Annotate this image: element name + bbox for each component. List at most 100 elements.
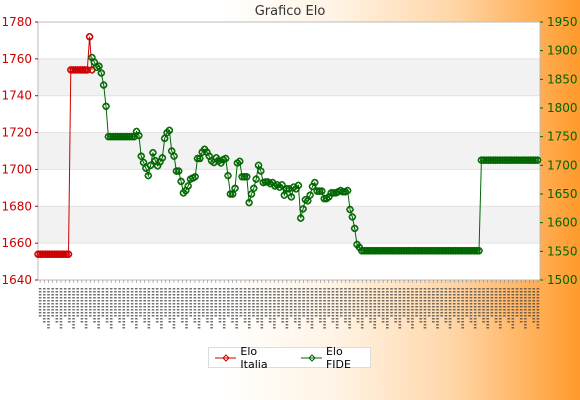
data-point-circle — [95, 62, 103, 70]
data-point-circle — [278, 181, 286, 189]
y-tick-label-right: 1750 — [547, 130, 578, 144]
data-point-circle — [315, 187, 324, 195]
data-point-circle — [170, 152, 178, 160]
data-point-circle — [64, 250, 73, 258]
legend-item-elo-italia: Elo Italia — [215, 345, 287, 371]
data-point-circle — [531, 156, 540, 164]
data-point-circle — [297, 214, 305, 222]
data-point-circle — [226, 190, 235, 198]
data-point-circle — [151, 157, 159, 165]
data-point-circle — [318, 187, 326, 195]
data-point-circle — [221, 154, 230, 163]
data-point-circle — [224, 171, 232, 180]
y-tick-label-right: 1850 — [547, 72, 578, 86]
data-point-circle — [282, 185, 291, 193]
data-point-circle — [236, 157, 244, 166]
data-point-circle — [350, 224, 359, 233]
data-point-circle — [85, 33, 94, 41]
y-tick-label-right: 1800 — [547, 101, 578, 115]
y-tick-label-left: 1760 — [1, 52, 32, 66]
data-point-circle — [343, 186, 352, 195]
data-point-circle — [346, 205, 354, 214]
data-point-circle — [175, 167, 183, 175]
y-tick-label-right: 1650 — [547, 187, 578, 201]
y-tick-label-left: 1780 — [1, 15, 32, 29]
data-point-circle — [348, 213, 357, 221]
y-tick-label-left: 1680 — [1, 199, 32, 213]
data-point-circle — [172, 167, 181, 175]
data-point-circle — [83, 66, 91, 74]
data-point-circle — [158, 154, 167, 162]
data-point-circle — [329, 189, 338, 197]
data-point-circle — [78, 66, 87, 74]
data-point-circle — [130, 132, 138, 141]
data-point-circle — [287, 193, 296, 201]
legend-swatch-elo-italia — [215, 353, 237, 362]
y-tick-label-left: 1720 — [1, 126, 32, 140]
y-tick-label-right: 1900 — [547, 44, 578, 58]
data-point-circle — [250, 184, 258, 192]
data-point-circle — [243, 173, 251, 181]
data-point-circle — [99, 81, 108, 89]
data-point-circle — [137, 152, 145, 160]
data-point-circle — [231, 184, 239, 192]
data-point-circle — [128, 132, 136, 141]
data-point-circle — [149, 149, 157, 157]
data-point-circle — [191, 173, 199, 181]
data-point-circle — [146, 161, 155, 170]
y-tick-label-right: 1950 — [547, 15, 578, 29]
data-point-circle — [339, 188, 347, 196]
data-point-circle — [90, 58, 98, 66]
data-point-circle — [97, 69, 106, 77]
legend-swatch-elo-fide — [300, 353, 322, 362]
data-point-circle — [60, 250, 68, 258]
y-tick-label-right: 1700 — [547, 158, 578, 172]
data-point-circle — [470, 247, 479, 255]
y-tick-label-right: 1500 — [547, 273, 578, 287]
plot-border — [37, 21, 541, 281]
data-point-circle — [245, 198, 253, 207]
data-point-circle — [529, 156, 537, 164]
data-point-circle — [144, 171, 152, 180]
data-point-circle — [62, 250, 70, 258]
data-point-circle — [184, 182, 192, 190]
data-point-circle — [306, 191, 314, 199]
data-point-circle — [196, 154, 204, 163]
y-tick-label-left: 1700 — [1, 162, 32, 176]
legend: Elo Italia Elo FIDE — [208, 344, 371, 371]
data-point-circle — [475, 247, 483, 255]
data-point-circle — [313, 187, 321, 195]
data-point-circle — [238, 173, 246, 181]
data-point-circle — [472, 247, 481, 255]
y-tick-label-left: 1660 — [1, 236, 32, 250]
data-point-circle — [257, 167, 265, 175]
chart-title: Grafico Elo — [254, 4, 326, 19]
data-point-circle — [327, 189, 335, 197]
legend-item-elo-fide: Elo FIDE — [300, 344, 370, 371]
data-point-circle — [240, 173, 249, 181]
y-tick-label-left: 1740 — [1, 89, 32, 103]
data-point-circle — [177, 177, 185, 186]
legend-label-elo-italia: Elo Italia — [240, 344, 268, 371]
data-point-circle — [193, 154, 202, 163]
data-point-circle — [311, 178, 319, 187]
data-point-circle — [168, 147, 176, 155]
legend-label-elo-fide: Elo FIDE — [325, 344, 351, 371]
data-point-circle — [88, 66, 96, 74]
data-point-circle — [252, 175, 260, 183]
y-tick-label-right: 1550 — [547, 244, 578, 258]
data-point-circle — [299, 205, 307, 213]
data-point-circle — [165, 126, 174, 135]
y-tick-label-right: 1600 — [547, 216, 578, 230]
data-point-circle — [533, 156, 542, 164]
y-tick-label-left: 1640 — [1, 273, 32, 287]
data-point-circle — [294, 181, 303, 190]
data-point-circle — [280, 191, 289, 199]
grid-band — [38, 58, 540, 96]
data-point-circle — [102, 102, 110, 110]
data-point-circle — [135, 131, 143, 140]
data-point-circle — [125, 132, 134, 141]
grid-band — [38, 206, 540, 244]
